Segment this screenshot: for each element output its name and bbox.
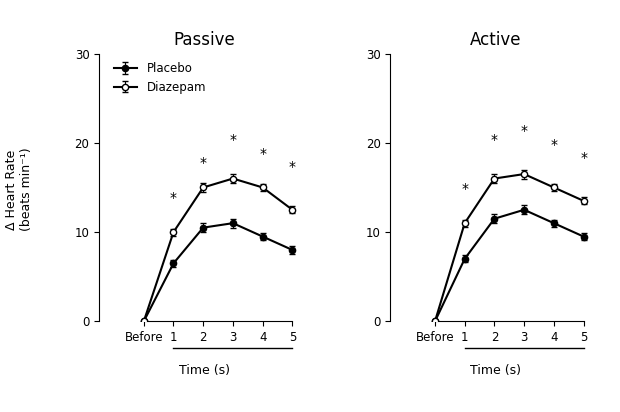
X-axis label: Time (s): Time (s) (471, 363, 521, 377)
Text: *: * (580, 151, 587, 165)
Legend: Placebo, Diazepam: Placebo, Diazepam (113, 62, 206, 94)
Text: *: * (289, 160, 296, 174)
Text: *: * (551, 138, 557, 152)
Title: Active: Active (470, 31, 521, 49)
Text: *: * (461, 183, 468, 197)
Title: Passive: Passive (174, 31, 236, 49)
Text: *: * (170, 191, 177, 205)
Text: *: * (229, 133, 236, 147)
Text: *: * (521, 124, 528, 138)
Text: *: * (200, 156, 206, 170)
X-axis label: Time (s): Time (s) (179, 363, 230, 377)
Text: Δ Heart Rate
(beats min⁻¹): Δ Heart Rate (beats min⁻¹) (4, 148, 33, 231)
Text: *: * (259, 147, 266, 161)
Text: *: * (491, 133, 498, 147)
